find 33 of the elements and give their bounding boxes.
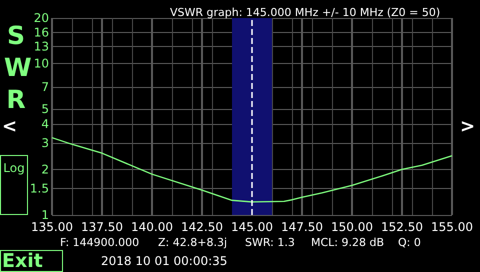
line-series xyxy=(51,137,453,203)
text: MCL: 9.28 dB xyxy=(311,236,384,250)
y-tick-label: 13 xyxy=(34,39,49,54)
y-tick-label: 5 xyxy=(41,102,49,116)
y-tick-label: 4 xyxy=(41,116,49,131)
y-tick-label: 16 xyxy=(34,26,49,40)
y-tick-label: 10 xyxy=(34,56,49,71)
text: > xyxy=(460,116,476,137)
x-tick-label: 142.50 xyxy=(181,220,223,234)
text: F: 144900.000 xyxy=(60,236,140,250)
x-tick-label: 135.00 xyxy=(31,220,73,234)
text: Log xyxy=(0,155,28,215)
y-tick-label: 2 xyxy=(41,162,49,176)
x-tick-label: 155.00 xyxy=(431,220,473,234)
chart-title: VSWR graph: 145.000 MHz +/- 10 MHz (Z0 = 50) xyxy=(170,6,440,19)
text: 2018 10 01 00:00:35 xyxy=(101,254,228,268)
y-tick-label: 1 xyxy=(41,208,49,222)
y-tick-label: 1.5 xyxy=(30,181,49,196)
y-tick-label: 20 xyxy=(34,11,49,25)
x-tick-label: 147.50 xyxy=(281,220,323,234)
text: Z: 42.8+8.3j xyxy=(158,236,227,250)
y-tick-label: 7 xyxy=(41,80,49,94)
x-tick-label: 150.00 xyxy=(331,220,373,234)
y-tick-label: 3 xyxy=(41,136,49,150)
text: < xyxy=(2,116,18,137)
x-tick-label: 137.50 xyxy=(81,220,123,234)
x-tick-label: 145.00 xyxy=(231,220,273,234)
x-tick-label: 140.00 xyxy=(131,220,173,234)
y-axis-title: SWR xyxy=(4,20,32,116)
text: SWR: 1.3 xyxy=(245,236,295,250)
x-tick-label: 152.50 xyxy=(381,220,423,234)
text: Q: 0 xyxy=(398,236,421,250)
text: Exit xyxy=(0,250,63,272)
